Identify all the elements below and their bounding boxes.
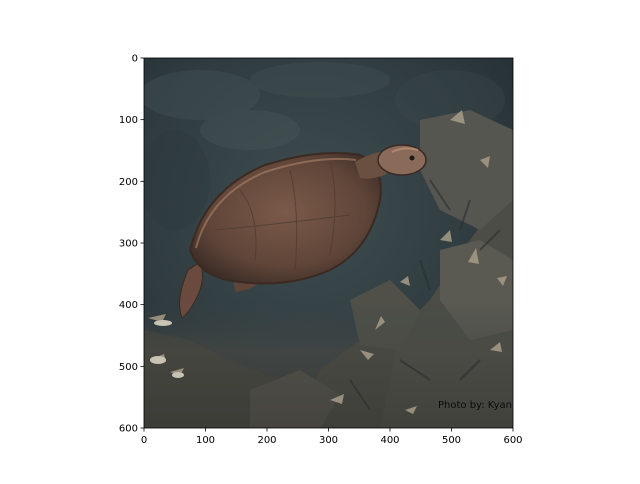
coral-strokes [349,179,501,411]
x-tick-label: 100 [196,435,215,446]
x-tick-label: 300 [319,435,338,446]
y-tick-label: 400 [119,300,138,311]
y-tick-label: 0 [132,54,138,65]
turtle-eye [409,155,415,161]
y-axis: 0 100 200 300 400 500 600 [119,54,144,435]
x-tick-label: 500 [442,435,461,446]
y-tick-label: 100 [119,115,138,126]
seabed-shade [144,300,513,428]
y-tick-label: 500 [119,362,138,373]
x-tick-label: 400 [380,435,399,446]
x-tick-label: 0 [141,435,147,446]
bottom-left-highlights [150,320,184,378]
photo-watermark: Photo by: Kyan Pollock [438,400,550,411]
turtle-photo: Photo by: Kyan Pollock [144,58,550,428]
y-tick-label: 600 [119,424,138,435]
turtle-head [377,144,427,176]
sea-turtle [179,144,427,319]
y-tick-label: 300 [119,239,138,250]
y-tick-label: 200 [119,177,138,188]
water-texture [144,62,505,230]
x-axis: 0 100 200 300 400 500 600 [141,428,523,446]
x-tick-label: 600 [503,435,522,446]
x-tick-label: 200 [257,435,276,446]
shell-scutes [214,161,351,271]
turtle-shell [188,151,382,285]
